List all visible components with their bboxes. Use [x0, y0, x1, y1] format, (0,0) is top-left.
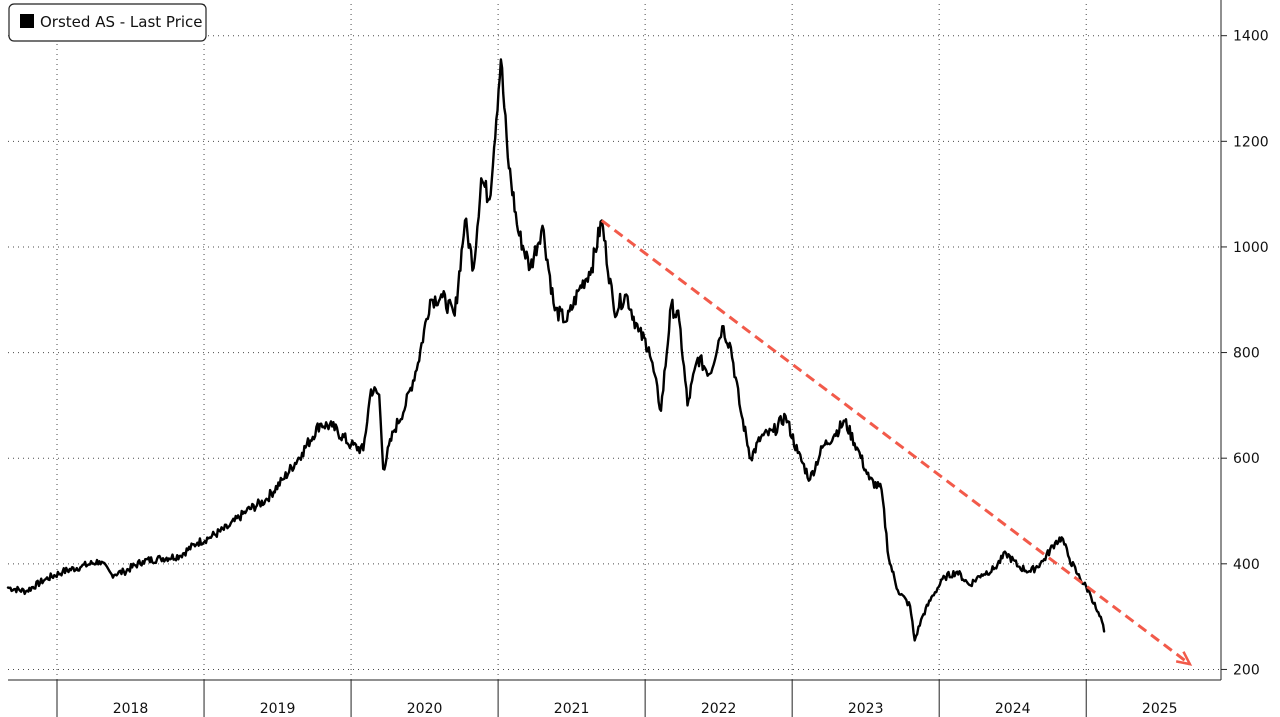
y-tick-label: 1200	[1233, 134, 1269, 150]
series-layer	[6, 58, 1106, 642]
legend-swatch	[20, 14, 34, 28]
x-tick-label: 2020	[407, 701, 443, 717]
y-tick-label: 200	[1233, 662, 1260, 678]
legend-box	[8, 3, 207, 42]
x-tick-label: 2018	[113, 701, 149, 717]
x-tick-label: 2019	[260, 701, 296, 717]
y-tick-label: 1000	[1233, 240, 1269, 256]
y-tick-label: 600	[1233, 451, 1260, 467]
grid-lines	[8, 4, 1221, 680]
price-series-line	[6, 58, 1106, 642]
x-tick-label: 2024	[995, 701, 1031, 717]
y-tick-label: 400	[1233, 557, 1260, 573]
trend-arrowhead	[1175, 651, 1193, 666]
legend-label: Orsted AS - Last Price	[40, 13, 203, 31]
legend: Orsted AS - Last Price	[8, 3, 207, 42]
trend-layer	[600, 219, 1193, 666]
y-tick-label: 800	[1233, 346, 1260, 362]
trend-line	[600, 219, 1191, 666]
y-tick-label: 1400	[1233, 29, 1269, 45]
x-tick-label: 2025	[1142, 701, 1178, 717]
axes: 200 400 600 800 1000 1200 1400 2018 2019 2020 2021…	[8, 0, 1269, 717]
x-tick-label: 2023	[848, 701, 884, 717]
x-tick-label: 2021	[554, 701, 590, 717]
x-tick-label: 2022	[701, 701, 737, 717]
